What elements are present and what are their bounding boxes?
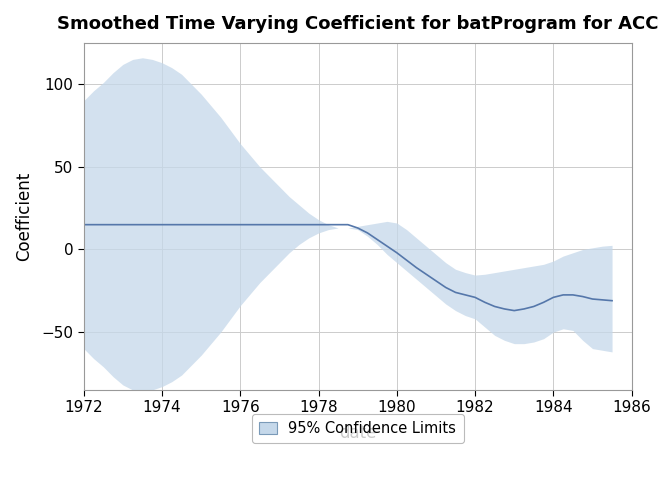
X-axis label: date: date — [339, 424, 376, 442]
Legend: 95% Confidence Limits: 95% Confidence Limits — [252, 414, 464, 444]
Y-axis label: Coefficient: Coefficient — [15, 172, 33, 261]
Title: Smoothed Time Varying Coefficient for batProgram for ACC: Smoothed Time Varying Coefficient for ba… — [57, 15, 659, 33]
